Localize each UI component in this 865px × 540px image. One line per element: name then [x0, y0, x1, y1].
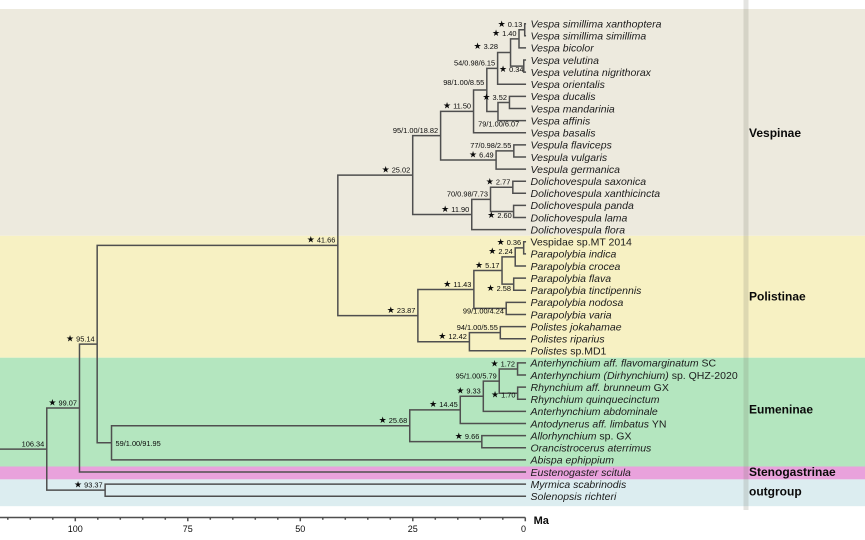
svg-text:★ 0.36: ★ 0.36	[497, 237, 522, 247]
svg-text:Parapolybia flava: Parapolybia flava	[531, 273, 612, 285]
svg-text:★ 1.40: ★ 1.40	[492, 28, 517, 38]
svg-text:★ 2.24: ★ 2.24	[488, 246, 513, 256]
svg-text:Parapolybia tinctipennis: Parapolybia tinctipennis	[531, 285, 643, 297]
svg-text:54/0.98/6.15: 54/0.98/6.15	[454, 59, 495, 68]
svg-text:★ 11.43: ★ 11.43	[443, 279, 471, 289]
svg-text:★ 2.58: ★ 2.58	[486, 283, 511, 293]
svg-text:★ 11.90: ★ 11.90	[441, 204, 469, 214]
svg-text:★ 23.87: ★ 23.87	[387, 305, 416, 315]
svg-text:Anterhynchium (Dirhynchium) sp: Anterhynchium (Dirhynchium) sp. QHZ-2020	[530, 370, 738, 382]
svg-text:Parapolybia crocea: Parapolybia crocea	[531, 261, 621, 273]
svg-text:Vespa affinis: Vespa affinis	[531, 115, 591, 127]
svg-text:106.34: 106.34	[22, 439, 45, 448]
svg-text:★ 93.37: ★ 93.37	[74, 479, 103, 489]
svg-text:★ 3.28: ★ 3.28	[473, 41, 498, 51]
svg-text:75: 75	[183, 524, 193, 534]
svg-text:★ 14.45: ★ 14.45	[429, 399, 458, 409]
svg-text:★ 99.07: ★ 99.07	[48, 397, 77, 407]
svg-text:94/1.00/5.55: 94/1.00/5.55	[457, 323, 498, 332]
svg-text:★ 5.17: ★ 5.17	[475, 260, 500, 270]
svg-text:★ 6.49: ★ 6.49	[469, 149, 494, 159]
svg-text:100: 100	[68, 524, 83, 534]
svg-text:50: 50	[295, 524, 305, 534]
svg-text:Parapolybia indica: Parapolybia indica	[531, 249, 617, 261]
svg-text:Vespa simillima xanthoptera: Vespa simillima xanthoptera	[531, 19, 662, 31]
svg-text:Abispa ephippium: Abispa ephippium	[530, 455, 615, 467]
svg-text:Ma: Ma	[534, 515, 550, 527]
svg-text:outgroup: outgroup	[749, 485, 802, 499]
svg-text:Rhynchium aff. brunneum GX: Rhynchium aff. brunneum GX	[531, 382, 669, 394]
svg-text:★ 0.13: ★ 0.13	[498, 19, 523, 29]
svg-text:Polistes jokahamae: Polistes jokahamae	[531, 321, 622, 333]
svg-text:Eumeninae: Eumeninae	[749, 403, 813, 417]
svg-text:95/1.00/18.82: 95/1.00/18.82	[393, 126, 438, 135]
svg-text:Vespa orientalis: Vespa orientalis	[531, 79, 606, 91]
svg-text:95/1.00/5.79: 95/1.00/5.79	[456, 371, 497, 380]
svg-text:★ 2.60: ★ 2.60	[487, 210, 512, 220]
svg-text:Vespa velutina nigrithorax: Vespa velutina nigrithorax	[531, 67, 652, 79]
svg-text:Dolichovespula panda: Dolichovespula panda	[531, 200, 634, 212]
svg-text:★ 25.02: ★ 25.02	[382, 164, 411, 174]
svg-text:★ 1.72: ★ 1.72	[491, 358, 516, 368]
svg-text:Vespinae: Vespinae	[749, 126, 801, 140]
svg-text:Rhynchium quinquecinctum: Rhynchium quinquecinctum	[531, 394, 660, 406]
svg-text:★ 12.42: ★ 12.42	[438, 331, 467, 341]
svg-text:★ 3.52: ★ 3.52	[482, 92, 507, 102]
svg-text:99/1.00/4.24: 99/1.00/4.24	[463, 307, 504, 316]
svg-text:Vespa bicolor: Vespa bicolor	[531, 43, 595, 55]
svg-text:98/1.00/8.55: 98/1.00/8.55	[443, 78, 484, 87]
svg-text:★ 1.70: ★ 1.70	[491, 390, 516, 400]
svg-text:Stenogastrinae: Stenogastrinae	[749, 465, 836, 479]
svg-text:Vespa simillima simillima: Vespa simillima simillima	[531, 31, 647, 43]
svg-text:★ 2.77: ★ 2.77	[486, 177, 511, 187]
svg-text:Vespa velutina: Vespa velutina	[531, 55, 600, 67]
svg-text:Polistes riparius: Polistes riparius	[531, 333, 606, 345]
svg-text:0: 0	[521, 524, 526, 534]
svg-text:Vespa basalis: Vespa basalis	[531, 128, 597, 140]
svg-text:Allorhynchium sp. GX: Allorhynchium sp. GX	[530, 430, 632, 442]
svg-text:25: 25	[408, 524, 418, 534]
svg-text:★ 25.68: ★ 25.68	[379, 415, 408, 425]
svg-text:70/0.98/7.73: 70/0.98/7.73	[447, 190, 488, 199]
svg-text:Myrmica scabrinodis: Myrmica scabrinodis	[531, 479, 627, 491]
svg-text:Vespa mandarinia: Vespa mandarinia	[531, 103, 615, 115]
svg-text:Vespa ducalis: Vespa ducalis	[531, 91, 597, 103]
svg-text:79/1.00/6.07: 79/1.00/6.07	[478, 119, 519, 128]
svg-text:Eustenogaster scitula: Eustenogaster scitula	[531, 467, 632, 479]
svg-text:Vespula vulgaris: Vespula vulgaris	[531, 152, 608, 164]
svg-text:Polistinae: Polistinae	[749, 290, 806, 304]
svg-text:Dolichovespula xanthicincta: Dolichovespula xanthicincta	[531, 188, 661, 200]
svg-text:★ 11.50: ★ 11.50	[443, 101, 471, 111]
svg-text:★ 9.66: ★ 9.66	[455, 431, 480, 441]
svg-text:Antodynerus aff. limbatus YN: Antodynerus aff. limbatus YN	[530, 418, 667, 430]
svg-text:Dolichovespula saxonica: Dolichovespula saxonica	[531, 176, 647, 188]
svg-text:Vespidae sp.MT 2014: Vespidae sp.MT 2014	[531, 237, 633, 249]
svg-text:★ 9.33: ★ 9.33	[456, 386, 481, 396]
svg-text:★ 41.66: ★ 41.66	[307, 235, 336, 245]
svg-text:Polistes sp.MD1: Polistes sp.MD1	[531, 346, 607, 358]
svg-text:Solenopsis richteri: Solenopsis richteri	[531, 491, 617, 503]
svg-text:Orancistrocerus aterrimus: Orancistrocerus aterrimus	[531, 443, 653, 455]
svg-text:★ 0.34: ★ 0.34	[499, 64, 524, 74]
svg-text:Vespula germanica: Vespula germanica	[531, 164, 621, 176]
svg-text:Dolichovespula lama: Dolichovespula lama	[531, 212, 628, 224]
svg-text:77/0.98/2.55: 77/0.98/2.55	[470, 141, 511, 150]
svg-text:Dolichovespula flora: Dolichovespula flora	[531, 224, 626, 236]
svg-text:Anterhynchium abdominale: Anterhynchium abdominale	[530, 406, 658, 418]
svg-text:59/1.00/91.95: 59/1.00/91.95	[116, 439, 161, 448]
svg-text:Vespula flaviceps: Vespula flaviceps	[531, 140, 613, 152]
svg-text:Parapolybia nodosa: Parapolybia nodosa	[531, 297, 624, 309]
svg-text:Parapolybia varia: Parapolybia varia	[531, 309, 612, 321]
svg-text:Anterhynchium aff. flavomargin: Anterhynchium aff. flavomarginatum SC	[530, 358, 717, 370]
svg-text:★ 95.14: ★ 95.14	[66, 333, 95, 343]
